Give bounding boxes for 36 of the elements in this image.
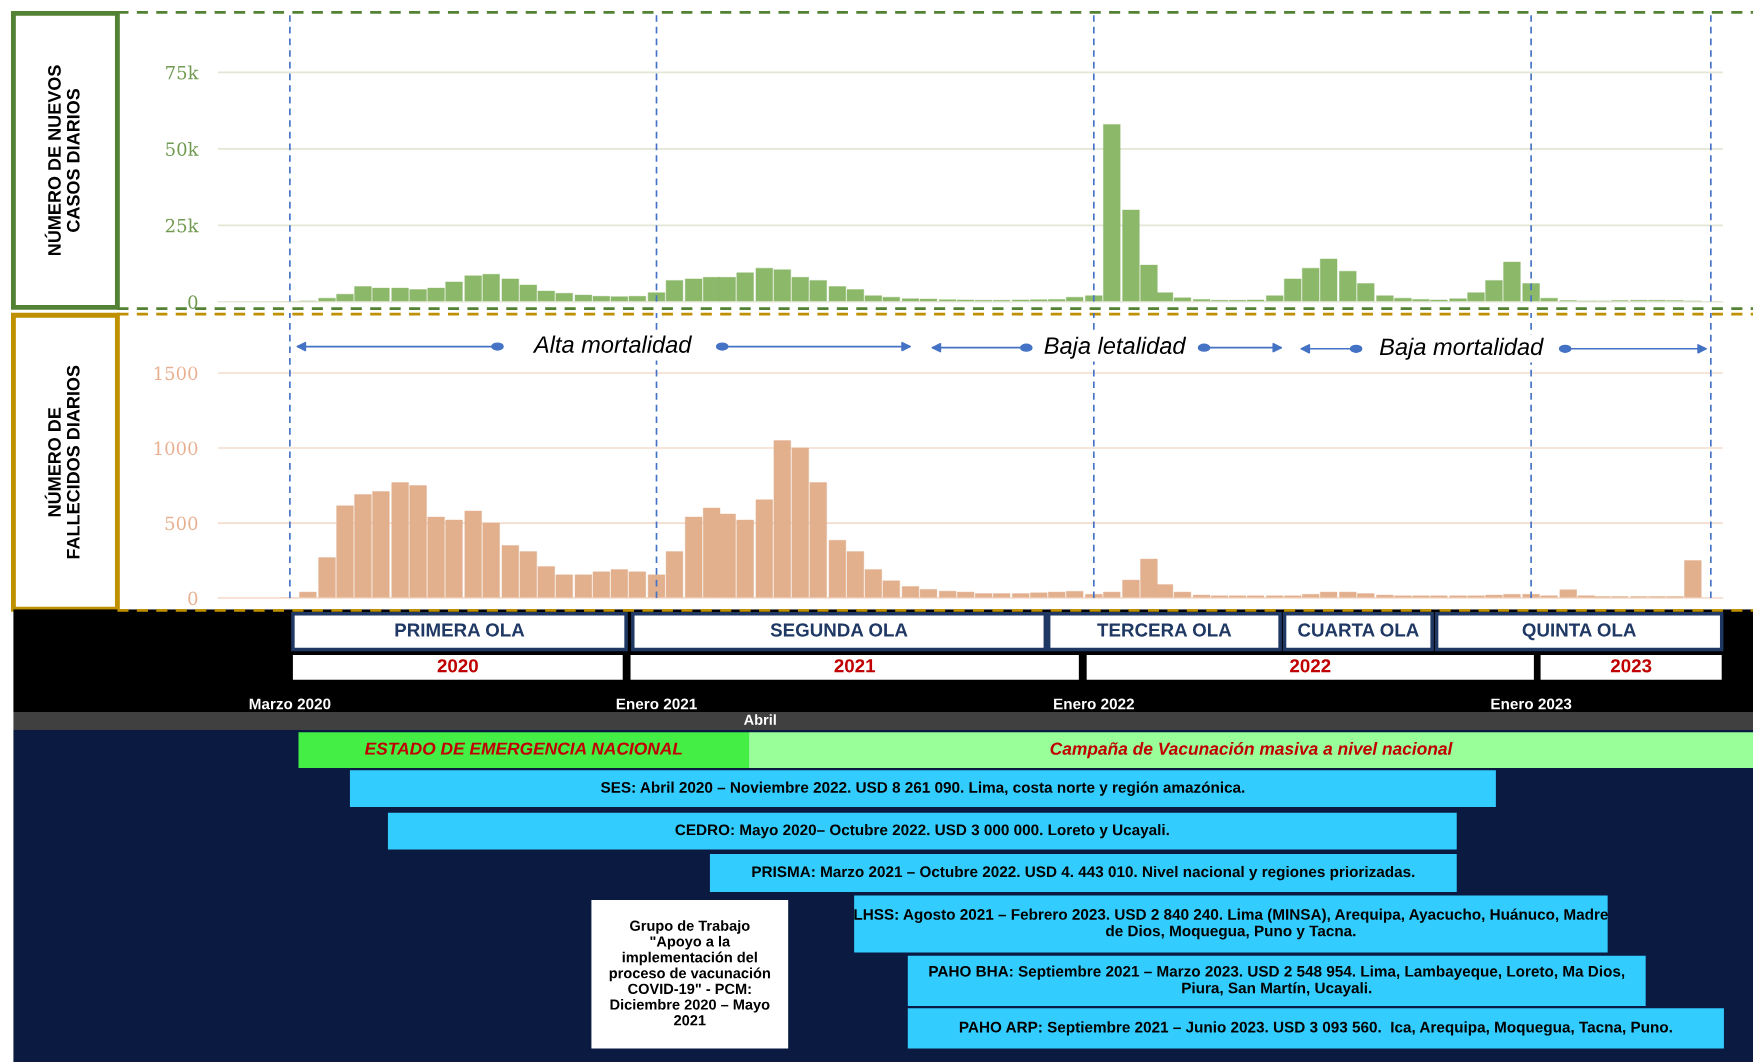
text: PAHO BHA: Septiembre 2021 – Marzo 2023. USD 2 548 954. Lima, Lambayeque, Loreto, Ma Dios, Piura, San Martín, Ucayali. [929,965,1625,997]
text: SEGUNDA OLA [770,623,908,637]
y-tick-label: 50k [166,142,199,156]
y-tick-label: 0 [188,295,198,309]
x-tick-label: Enero 2022 [1054,698,1134,710]
y-tick-label: 25k [165,218,199,233]
text: 2023 [1610,659,1652,673]
y-tick-label: 1500 [154,366,198,381]
y-tick-label: 0 [188,591,198,606]
text: 2022 [1290,659,1331,673]
text: QUINTA OLA [1522,623,1636,641]
x-tick-label: Enero 2021 [616,698,697,710]
text: PAHO ARP: Septiembre 2021 – Junio 2023. USD 3 093 560. Ica, Arequipa, Moquegua, Tacna, Puno. [959,1021,1672,1036]
annotation: Baja letalidad [1044,336,1187,359]
text: PRIMERA OLA [395,623,525,637]
y-tick-label: 75k [166,65,199,80]
x-tick-label: Marzo 2020 [249,698,331,710]
text: Abril [743,714,776,725]
text: Grupo de Trabajo "Apoyo a la implementación del proceso de vacunación COVID-19" - PCM: Diciembre 2020 – Mayo 2021 [609,920,770,1026]
text: 2020 [437,659,478,673]
text: LHSS: Agosto 2021 – Febrero 2023. USD 2 840 240. Lima (MINSA), Arequipa, Ayacucho, Huánuco, Madre de Dios, Moquegua, Puno y Tacna. [854,908,1608,940]
text: Campaña de Vacunación masiva a nivel nacional [1050,741,1453,759]
text: CEDRO: Mayo 2020– Octubre 2022. USD 3 000 000. Loreto y Ucayali. [675,824,1169,839]
annotation: Alta mortalidad [532,335,693,353]
text: SES: Abril 2020 – Noviembre 2022. USD 8 261 090. Lima, costa norte y región amazónica. [600,781,1245,796]
text: 2021 [834,659,876,673]
y-tick-label: 1000 [154,441,198,456]
text: PRISMA: Marzo 2021 – Octubre 2022. USD 4. 443 010. Nivel nacional y regiones priorizadas. [752,865,1415,881]
text: CUARTA OLA [1298,623,1419,637]
y-tick-label: 500 [165,516,198,531]
text: TERCERA OLA [1097,623,1232,637]
y-axis-title: NÚMERO DE FALLECIDOS DIARIOS [44,365,80,559]
text: ESTADO DE EMERGENCIA NACIONAL [364,742,682,755]
x-tick-label: Enero 2023 [1491,698,1572,710]
annotation: Baja mortalidad [1379,337,1544,360]
y-axis-title: NÚMERO DE NUEVOS CASOS DIARIOS [44,65,80,256]
